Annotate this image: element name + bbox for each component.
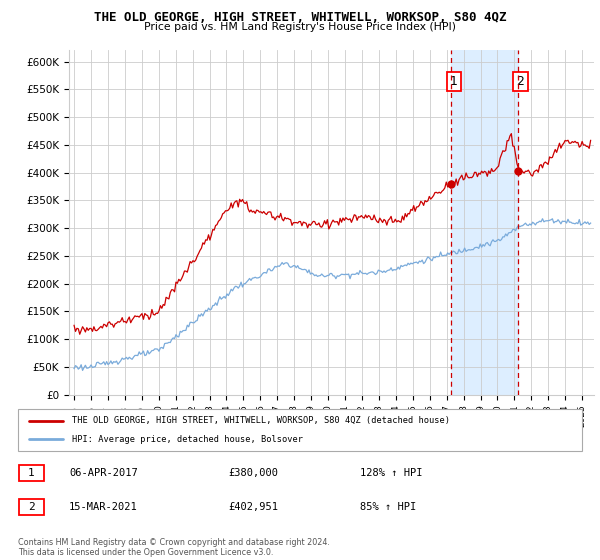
Text: 1: 1	[28, 468, 35, 478]
Text: THE OLD GEORGE, HIGH STREET, WHITWELL, WORKSOP, S80 4QZ (detached house): THE OLD GEORGE, HIGH STREET, WHITWELL, W…	[71, 416, 449, 425]
Text: £402,951: £402,951	[228, 502, 278, 512]
Text: 128% ↑ HPI: 128% ↑ HPI	[360, 468, 422, 478]
Text: 85% ↑ HPI: 85% ↑ HPI	[360, 502, 416, 512]
Text: 06-APR-2017: 06-APR-2017	[69, 468, 138, 478]
Text: £380,000: £380,000	[228, 468, 278, 478]
Text: 2: 2	[28, 502, 35, 512]
Bar	[451, 50, 518, 395]
Text: 2: 2	[517, 75, 524, 88]
Text: HPI: Average price, detached house, Bolsover: HPI: Average price, detached house, Bols…	[71, 435, 302, 444]
Text: 1: 1	[450, 75, 458, 88]
Text: THE OLD GEORGE, HIGH STREET, WHITWELL, WORKSOP, S80 4QZ: THE OLD GEORGE, HIGH STREET, WHITWELL, W…	[94, 11, 506, 24]
Text: Contains HM Land Registry data © Crown copyright and database right 2024.
This d: Contains HM Land Registry data © Crown c…	[18, 538, 330, 557]
Text: Price paid vs. HM Land Registry's House Price Index (HPI): Price paid vs. HM Land Registry's House …	[144, 22, 456, 32]
Text: 15-MAR-2021: 15-MAR-2021	[69, 502, 138, 512]
